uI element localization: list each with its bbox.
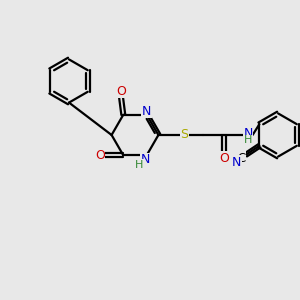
Text: O: O	[116, 85, 126, 98]
Text: N: N	[243, 127, 253, 140]
Text: S: S	[180, 128, 188, 142]
Text: O: O	[95, 149, 105, 162]
Text: C: C	[238, 152, 246, 165]
Text: H: H	[244, 135, 252, 146]
Text: N: N	[142, 105, 152, 118]
Text: N: N	[232, 156, 242, 169]
Text: H: H	[135, 160, 143, 170]
Text: N: N	[140, 153, 150, 166]
Text: O: O	[219, 152, 229, 165]
